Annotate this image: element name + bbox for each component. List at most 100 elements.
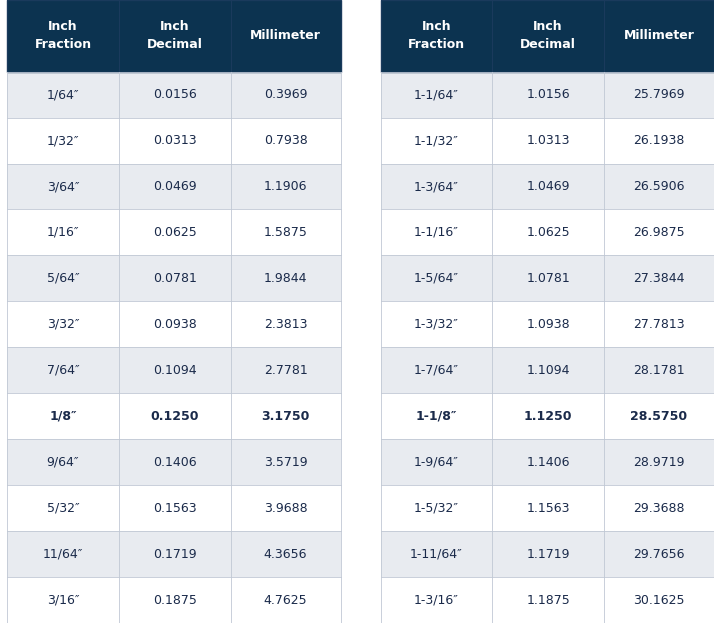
Bar (231, 531, 341, 577)
Text: Inch
Decimal: Inch Decimal (521, 21, 576, 51)
Bar (492, 255, 604, 302)
Bar (492, 118, 604, 163)
Text: 4.3656: 4.3656 (263, 548, 307, 561)
Text: 25.7969: 25.7969 (633, 88, 685, 101)
Text: 1.1406: 1.1406 (526, 455, 570, 468)
Text: 0.3969: 0.3969 (263, 88, 307, 101)
Bar (604, 348, 714, 393)
Text: Millimeter: Millimeter (623, 29, 695, 42)
Bar (492, 0, 604, 72)
Bar (7, 209, 119, 255)
Text: 1.0625: 1.0625 (526, 226, 570, 239)
Text: 0.0469: 0.0469 (153, 180, 196, 193)
Text: 0.1250: 0.1250 (151, 410, 199, 423)
Bar (7, 72, 119, 118)
Bar (231, 118, 341, 163)
Text: 1.5875: 1.5875 (263, 226, 308, 239)
Text: 0.1875: 0.1875 (153, 594, 196, 607)
Text: 3/16″: 3/16″ (46, 594, 79, 607)
Bar (119, 118, 231, 163)
Bar (7, 485, 119, 531)
Text: 0.7938: 0.7938 (263, 134, 308, 147)
Bar (231, 72, 341, 118)
Bar (7, 577, 119, 623)
Text: 1-3/64″: 1-3/64″ (414, 180, 459, 193)
Text: 7/64″: 7/64″ (46, 364, 79, 377)
Bar (7, 393, 119, 439)
Bar (381, 255, 492, 302)
Bar (231, 164, 341, 209)
Bar (7, 164, 119, 209)
Bar (604, 255, 714, 302)
Text: 1-1/64″: 1-1/64″ (414, 88, 459, 101)
Bar (381, 0, 714, 72)
Text: 0.1719: 0.1719 (153, 548, 196, 561)
Bar (119, 485, 231, 531)
Text: 29.7656: 29.7656 (633, 548, 685, 561)
Text: 26.9875: 26.9875 (633, 226, 685, 239)
Bar (231, 209, 341, 255)
Text: 1-1/16″: 1-1/16″ (414, 226, 459, 239)
Bar (231, 577, 341, 623)
Text: 3/32″: 3/32″ (46, 318, 79, 331)
Bar (604, 209, 714, 255)
Bar (7, 302, 119, 347)
Text: 3/64″: 3/64″ (46, 180, 79, 193)
Bar (119, 302, 231, 347)
Text: 1-5/64″: 1-5/64″ (414, 272, 459, 285)
Text: Inch
Fraction: Inch Fraction (408, 21, 465, 51)
Bar (492, 164, 604, 209)
Bar (231, 255, 341, 302)
Bar (119, 0, 231, 72)
Text: 30.1625: 30.1625 (633, 594, 685, 607)
Text: 1.1563: 1.1563 (526, 502, 570, 515)
Text: 0.0156: 0.0156 (153, 88, 196, 101)
Bar (381, 209, 492, 255)
Bar (7, 118, 119, 163)
Text: 5/64″: 5/64″ (46, 272, 79, 285)
Bar (119, 164, 231, 209)
Bar (381, 348, 492, 393)
Bar (381, 118, 492, 163)
Bar (119, 531, 231, 577)
Bar (119, 72, 231, 118)
Bar (381, 72, 492, 118)
Bar (231, 0, 341, 72)
Text: 0.0625: 0.0625 (153, 226, 196, 239)
Bar (7, 255, 119, 302)
Text: 28.5750: 28.5750 (630, 410, 688, 423)
Bar (119, 209, 231, 255)
Bar (231, 348, 341, 393)
Text: 2.3813: 2.3813 (263, 318, 307, 331)
Bar (604, 393, 714, 439)
Text: Inch
Fraction: Inch Fraction (34, 21, 91, 51)
Text: 1.1906: 1.1906 (263, 180, 307, 193)
Text: 1/64″: 1/64″ (46, 88, 79, 101)
Bar (381, 439, 492, 485)
Bar (492, 302, 604, 347)
Bar (231, 302, 341, 347)
Bar (492, 577, 604, 623)
Text: 28.9719: 28.9719 (633, 455, 685, 468)
Text: 1-1/8″: 1-1/8″ (416, 410, 457, 423)
Bar (231, 393, 341, 439)
Bar (492, 439, 604, 485)
Bar (119, 577, 231, 623)
Text: 1.0469: 1.0469 (526, 180, 570, 193)
Bar (492, 531, 604, 577)
Text: 1-11/64″: 1-11/64″ (410, 548, 463, 561)
Text: 0.0313: 0.0313 (153, 134, 196, 147)
Text: 3.1750: 3.1750 (261, 410, 310, 423)
Text: 0.1094: 0.1094 (153, 364, 196, 377)
Text: 0.0781: 0.0781 (153, 272, 196, 285)
Bar (604, 531, 714, 577)
Text: 26.1938: 26.1938 (633, 134, 685, 147)
Bar (604, 439, 714, 485)
Bar (7, 0, 119, 72)
Text: 3.5719: 3.5719 (263, 455, 307, 468)
Bar (7, 348, 119, 393)
Bar (119, 393, 231, 439)
Text: 27.3844: 27.3844 (633, 272, 685, 285)
Text: 26.5906: 26.5906 (633, 180, 685, 193)
Text: 29.3688: 29.3688 (633, 502, 685, 515)
